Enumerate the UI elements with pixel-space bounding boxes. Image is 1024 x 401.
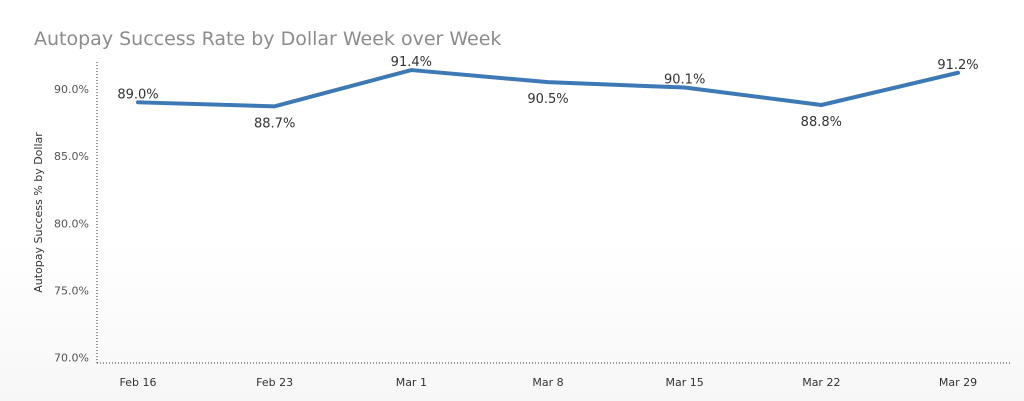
data-label: 88.7% — [254, 116, 295, 131]
series-line — [136, 68, 960, 109]
data-label: 88.8% — [801, 115, 842, 130]
x-tick-label: Mar 8 — [532, 376, 563, 389]
x-tick-label: Mar 15 — [666, 376, 704, 389]
x-tick-label: Mar 1 — [396, 376, 427, 389]
y-tick-label: 85.0% — [54, 150, 89, 163]
x-tick-label: Mar 29 — [939, 376, 977, 389]
y-tick-label: 90.0% — [54, 83, 89, 96]
data-label: 89.0% — [117, 87, 158, 102]
data-label: 90.1% — [664, 73, 705, 88]
data-label: 90.5% — [527, 92, 568, 107]
y-tick-label: 70.0% — [54, 352, 89, 365]
x-tick-label: Mar 22 — [802, 376, 840, 389]
y-tick-label: 75.0% — [54, 284, 89, 297]
x-tick-label: Feb 16 — [120, 376, 157, 389]
y-axis-label: Autopay Success % by Dollar — [32, 132, 45, 293]
x-tick-label: Feb 23 — [256, 376, 293, 389]
y-tick-label: 80.0% — [54, 217, 89, 230]
chart-title: Autopay Success Rate by Dollar Week over… — [34, 28, 502, 50]
data-label: 91.4% — [391, 55, 432, 70]
data-label: 91.2% — [937, 58, 978, 73]
